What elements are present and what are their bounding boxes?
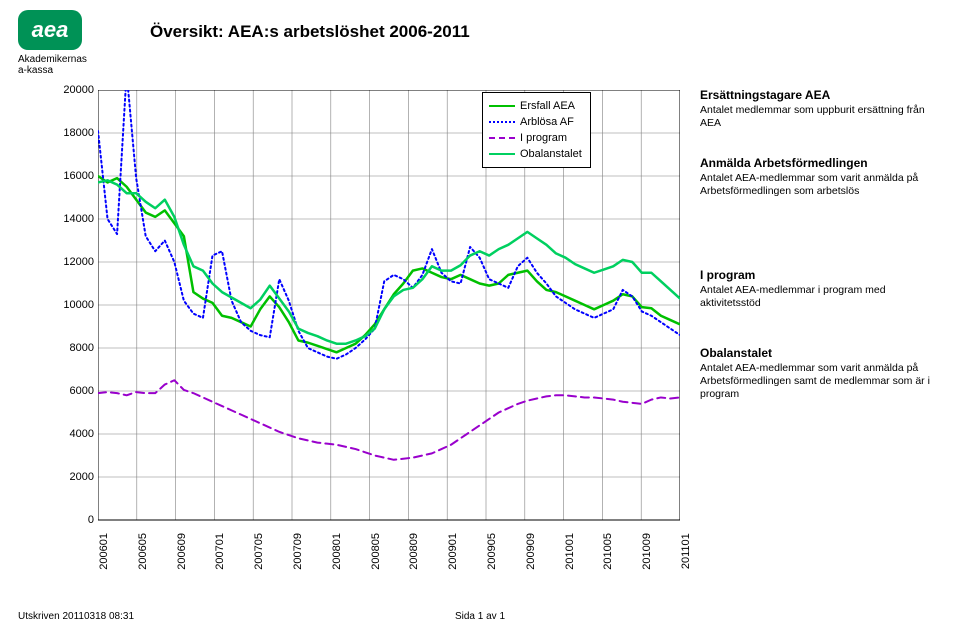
y-tick-label: 18000 xyxy=(63,127,94,139)
definition-title: Ersättningstagare AEA xyxy=(700,88,930,102)
y-axis-labels: 0200040006000800010000120001400016000180… xyxy=(50,90,94,520)
x-tick-label: 200605 xyxy=(137,533,149,570)
x-tick-label: 200709 xyxy=(292,533,304,570)
brand-logo-line2: a-kassa xyxy=(18,65,87,76)
x-tick-label: 201005 xyxy=(602,533,614,570)
brand-logo-text: Akademikernas a-kassa xyxy=(18,54,87,76)
legend-item: Ersfall AEA xyxy=(489,98,582,114)
legend-swatch xyxy=(489,132,515,144)
legend-label: Arblösa AF xyxy=(520,116,574,128)
brand-logo-mark: aea xyxy=(18,10,82,50)
chart-svg xyxy=(98,90,680,540)
definition-block: Anmälda Arbetsförmedlingen Antalet AEA-me… xyxy=(700,156,930,198)
x-tick-label: 200701 xyxy=(214,533,226,570)
y-tick-label: 6000 xyxy=(70,385,94,397)
x-tick-label: 200809 xyxy=(408,533,420,570)
legend-swatch xyxy=(489,148,515,160)
x-tick-label: 200609 xyxy=(176,533,188,570)
brand-logo: aea Akademikernas a-kassa xyxy=(18,10,87,76)
y-tick-label: 4000 xyxy=(70,428,94,440)
x-axis-labels: 2006012006052006092007012007052007092008… xyxy=(98,540,680,590)
legend-item: Arblösa AF xyxy=(489,114,582,130)
legend-swatch xyxy=(489,100,515,112)
brand-logo-line1: Akademikernas xyxy=(18,54,87,65)
legend: Ersfall AEA Arblösa AF I program Obalanstal… xyxy=(482,92,591,168)
legend-swatch xyxy=(489,116,515,128)
legend-item: Obalanstalet xyxy=(489,146,582,162)
page-footer: Utskriven 20110318 08:31 Sida 1 av 1 xyxy=(18,611,942,622)
x-tick-label: 200905 xyxy=(486,533,498,570)
x-tick-label: 200909 xyxy=(525,533,537,570)
legend-label: Obalanstalet xyxy=(520,148,582,160)
x-tick-label: 201009 xyxy=(641,533,653,570)
x-tick-label: 200801 xyxy=(331,533,343,570)
x-tick-label: 200601 xyxy=(98,533,110,570)
x-tick-label: 200705 xyxy=(253,533,265,570)
definition-block: Ersättningstagare AEA Antalet medlemmar s… xyxy=(700,88,930,130)
legend-item: I program xyxy=(489,130,582,146)
definition-body: Antalet AEA-medlemmar som varit anmälda … xyxy=(700,172,930,198)
y-tick-label: 2000 xyxy=(70,471,94,483)
footer-page-number: Sida 1 av 1 xyxy=(18,611,942,622)
x-tick-label: 200805 xyxy=(370,533,382,570)
x-tick-label: 200901 xyxy=(447,533,459,570)
y-tick-label: 0 xyxy=(88,514,94,526)
y-tick-label: 16000 xyxy=(63,170,94,182)
y-tick-label: 10000 xyxy=(63,299,94,311)
x-tick-label: 201001 xyxy=(564,533,576,570)
definition-title: I program xyxy=(700,268,930,282)
definition-block: Obalanstalet Antalet AEA-medlemmar som va… xyxy=(700,346,930,401)
definition-body: Antalet AEA-medlemmar i program med akti… xyxy=(700,284,930,310)
definition-body: Antalet AEA-medlemmar som varit anmälda … xyxy=(700,362,930,401)
y-tick-label: 8000 xyxy=(70,342,94,354)
legend-label: Ersfall AEA xyxy=(520,100,575,112)
definition-title: Obalanstalet xyxy=(700,346,930,360)
x-tick-label: 201101 xyxy=(680,533,692,569)
definition-block: I program Antalet AEA-medlemmar i program… xyxy=(700,268,930,310)
definition-title: Anmälda Arbetsförmedlingen xyxy=(700,156,930,170)
y-tick-label: 20000 xyxy=(63,84,94,96)
page-title: Översikt: AEA:s arbetslöshet 2006-2011 xyxy=(150,22,470,42)
y-tick-label: 12000 xyxy=(63,256,94,268)
definition-body: Antalet medlemmar som uppburit ersättnin… xyxy=(700,104,930,130)
legend-label: I program xyxy=(520,132,567,144)
line-chart: Ersfall AEA Arblösa AF I program Obalanstal… xyxy=(98,90,680,540)
y-tick-label: 14000 xyxy=(63,213,94,225)
